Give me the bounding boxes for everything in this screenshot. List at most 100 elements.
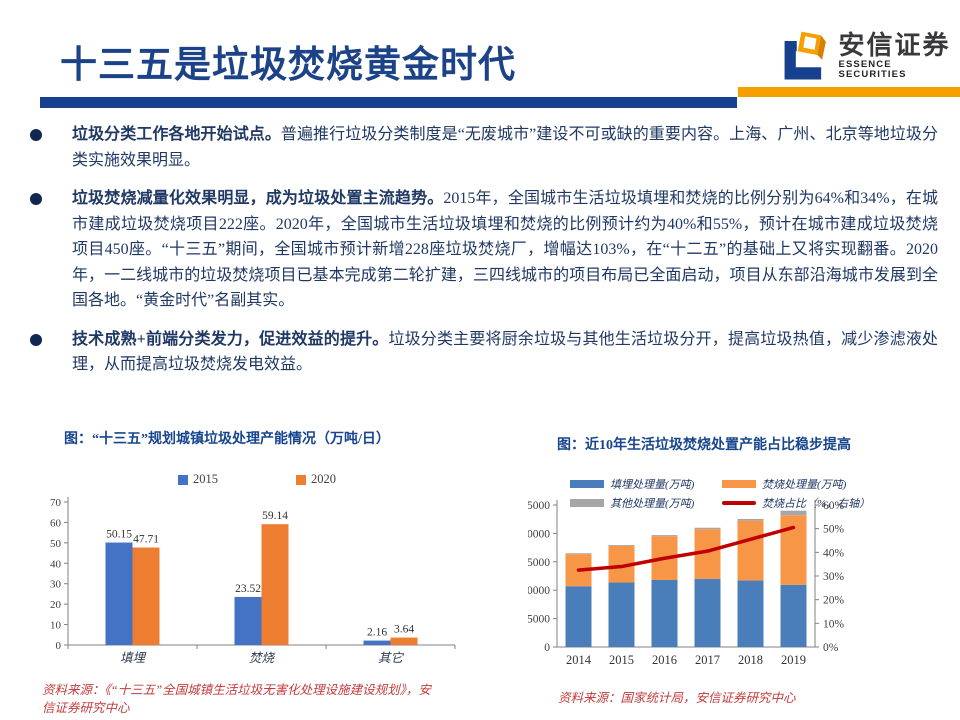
y-tick-label: 30	[50, 579, 62, 591]
y-tick-label-left: 5000	[528, 614, 550, 626]
bar-2020-焚烧	[261, 524, 289, 645]
y-tick-label-left: 25000	[528, 500, 550, 512]
bullet-list: 垃圾分类工作各地开始试点。普遍推行垃圾分类制度是“无废城市”建设不可或缺的重要内…	[30, 122, 938, 391]
logo-en: ESSENCE SECURITIES	[838, 58, 907, 80]
bullet-text-3: 技术成熟+前端分类发力，促进效益的提升。垃圾分类主要将厨余垃圾与其他生活垃圾分开…	[72, 327, 938, 378]
bar-2015-填埋	[105, 542, 133, 645]
y-tick-label: 10	[50, 620, 62, 632]
bar-value-label: 59.14	[262, 510, 288, 522]
y-tick-label: 40	[50, 558, 62, 570]
y-tick-label: 70	[50, 497, 62, 509]
legend-item-2015: 2015	[178, 472, 218, 487]
bullet-item-3: 技术成熟+前端分类发力，促进效益的提升。垃圾分类主要将厨余垃圾与其他生活垃圾分开…	[30, 327, 938, 378]
y-tick-label: 20	[50, 599, 62, 611]
year-label: 2014	[566, 653, 592, 667]
bar-2015-焚烧	[234, 596, 262, 645]
left-chart-legend: 2015 2020	[178, 472, 336, 487]
bullet-body: 2015年，全国城市生活垃圾填埋和焚烧的比例分别为64%和34%，在城市建成垃圾…	[72, 190, 938, 309]
legend-item: 其他处理量(万吨)	[570, 495, 722, 511]
year-label: 2016	[652, 653, 677, 667]
essence-logo-icon	[784, 31, 826, 80]
legend-line-swatch	[722, 501, 756, 505]
stack-焚烧处理量(万吨)-2019	[780, 515, 807, 585]
y-tick-label-right: 10%	[823, 618, 845, 630]
bullet-lead: 垃圾分类工作各地开始试点。	[72, 126, 281, 143]
y-tick-label-right: 50%	[823, 524, 845, 536]
bar-value-label: 47.71	[133, 534, 159, 546]
logo-cn: 安信证券	[838, 30, 951, 61]
stack-其他处理量(万吨)-2018	[737, 518, 764, 521]
y-tick-label-right: 60%	[823, 500, 845, 512]
bullet-body: 垃圾分类主要将厨余垃圾与其他生活垃圾分开，提高垃圾热值，减少渗滤液处理，从而提高…	[72, 330, 938, 374]
legend-item: 焚烧处理量(万吨)	[722, 476, 888, 492]
legend-label: 2020	[311, 472, 336, 486]
right-chart-source: 资料来源：国家统计局，安信证券研究中心	[558, 691, 796, 705]
stack-填埋处理量(万吨)-2019	[780, 584, 807, 647]
legend-swatch	[570, 499, 604, 507]
legend-swatch	[178, 474, 188, 485]
page-title: 十三五是垃圾焚烧黄金时代	[60, 44, 516, 85]
left-chart-title: 图：“十三五”规划城镇垃圾处理产能情况（万吨/日）	[64, 432, 390, 447]
bullet-text-1: 垃圾分类工作各地开始试点。普遍推行垃圾分类制度是“无废城市”建设不可或缺的重要内…	[72, 122, 938, 173]
bullet-icon	[30, 193, 42, 205]
stack-填埋处理量(万吨)-2018	[737, 580, 764, 647]
header-divider-orange	[738, 87, 960, 97]
bar-2020-填埋	[132, 547, 160, 645]
legend-label: 焚烧占比（%，右轴）	[762, 498, 871, 510]
stack-其他处理量(万吨)-2019	[780, 510, 807, 516]
bar-value-label: 23.52	[235, 583, 261, 595]
stack-其他处理量(万吨)-2017	[694, 527, 721, 530]
year-label: 2017	[695, 653, 720, 667]
stack-填埋处理量(万吨)-2015	[608, 582, 635, 647]
y-tick-label: 0	[56, 640, 62, 652]
y-tick-label-left: 0	[544, 642, 550, 654]
logo-orange-cube-side	[817, 35, 826, 60]
bar-2015-其它	[363, 640, 391, 645]
left-chart-source: 资料来源：《“十三五”全国城镇生活垃圾无害化处理设施建设规划》，安信证券研究中心	[42, 683, 431, 716]
legend-label: 填埋处理量(万吨)	[610, 479, 695, 491]
y-tick-label-right: 20%	[823, 595, 845, 607]
bar-2020-其它	[390, 637, 418, 645]
right-chart-title: 图：近10年生活垃圾焚烧处置产能占比稳步提高	[557, 438, 851, 453]
bar-value-label: 50.15	[106, 529, 132, 541]
y-tick-label: 60	[50, 517, 62, 529]
bar-value-label: 3.64	[394, 624, 414, 636]
category-label: 填埋	[120, 651, 147, 665]
legend-label: 2015	[193, 472, 218, 486]
bullet-lead: 技术成熟+前端分类发力，促进效益的提升。	[72, 330, 389, 348]
y-tick-label-right: 0%	[823, 642, 839, 654]
legend-label: 焚烧处理量(万吨)	[762, 479, 847, 491]
stack-其他处理量(万吨)-2014	[565, 553, 592, 555]
year-label: 2018	[738, 653, 763, 667]
bar-value-label: 2.16	[367, 627, 387, 639]
category-label: 其它	[378, 651, 405, 665]
bullet-text-2: 垃圾焚烧减量化效果明显，成为垃圾处置主流趋势。2015年，全国城市生活垃圾填埋和…	[72, 186, 938, 314]
stack-填埋处理量(万吨)-2017	[694, 578, 721, 647]
y-tick-label-right: 30%	[823, 571, 845, 583]
bullet-icon	[30, 129, 42, 141]
y-tick-label-left: 20000	[528, 528, 550, 540]
y-tick-label: 50	[50, 538, 62, 550]
bullet-item-1: 垃圾分类工作各地开始试点。普遍推行垃圾分类制度是“无废城市”建设不可或缺的重要内…	[30, 122, 938, 173]
header-divider-blue	[40, 97, 737, 108]
legend-item: 填埋处理量(万吨)	[570, 476, 722, 492]
category-label: 焚烧	[249, 651, 276, 665]
stack-其他处理量(万吨)-2016	[651, 535, 678, 537]
y-tick-label-left: 10000	[528, 585, 550, 597]
right-chart: 0 5000 10000 15000 20000 25000 0% 10% 20% 30% 40% 5…	[528, 500, 845, 667]
logo-cube-hole	[803, 36, 817, 50]
incineration-share-line	[576, 525, 796, 572]
essence-securities-logo: 安信证券 ESSENCE SECURITIES	[778, 28, 960, 84]
right-chart-legend: 填埋处理量(万吨) 焚烧处理量(万吨) 其他处理量(万吨) 焚烧占比（%，右轴）	[570, 476, 888, 511]
legend-swatch	[722, 480, 756, 488]
stack-填埋处理量(万吨)-2014	[565, 586, 592, 647]
left-chart: 0 10 20 30 40 50 60 70 50.15 47.71 填埋 23.52 59.14 焚烧 2…	[50, 497, 456, 665]
logo-text: 安信证券 ESSENCE SECURITIES	[838, 30, 960, 80]
logo-blue-shape	[784, 40, 822, 80]
legend-label: 其他处理量(万吨)	[610, 498, 695, 510]
legend-item-2020: 2020	[296, 472, 336, 487]
stack-其他处理量(万吨)-2015	[608, 545, 635, 546]
y-tick-label-right: 40%	[823, 547, 845, 559]
year-label: 2015	[609, 653, 634, 667]
